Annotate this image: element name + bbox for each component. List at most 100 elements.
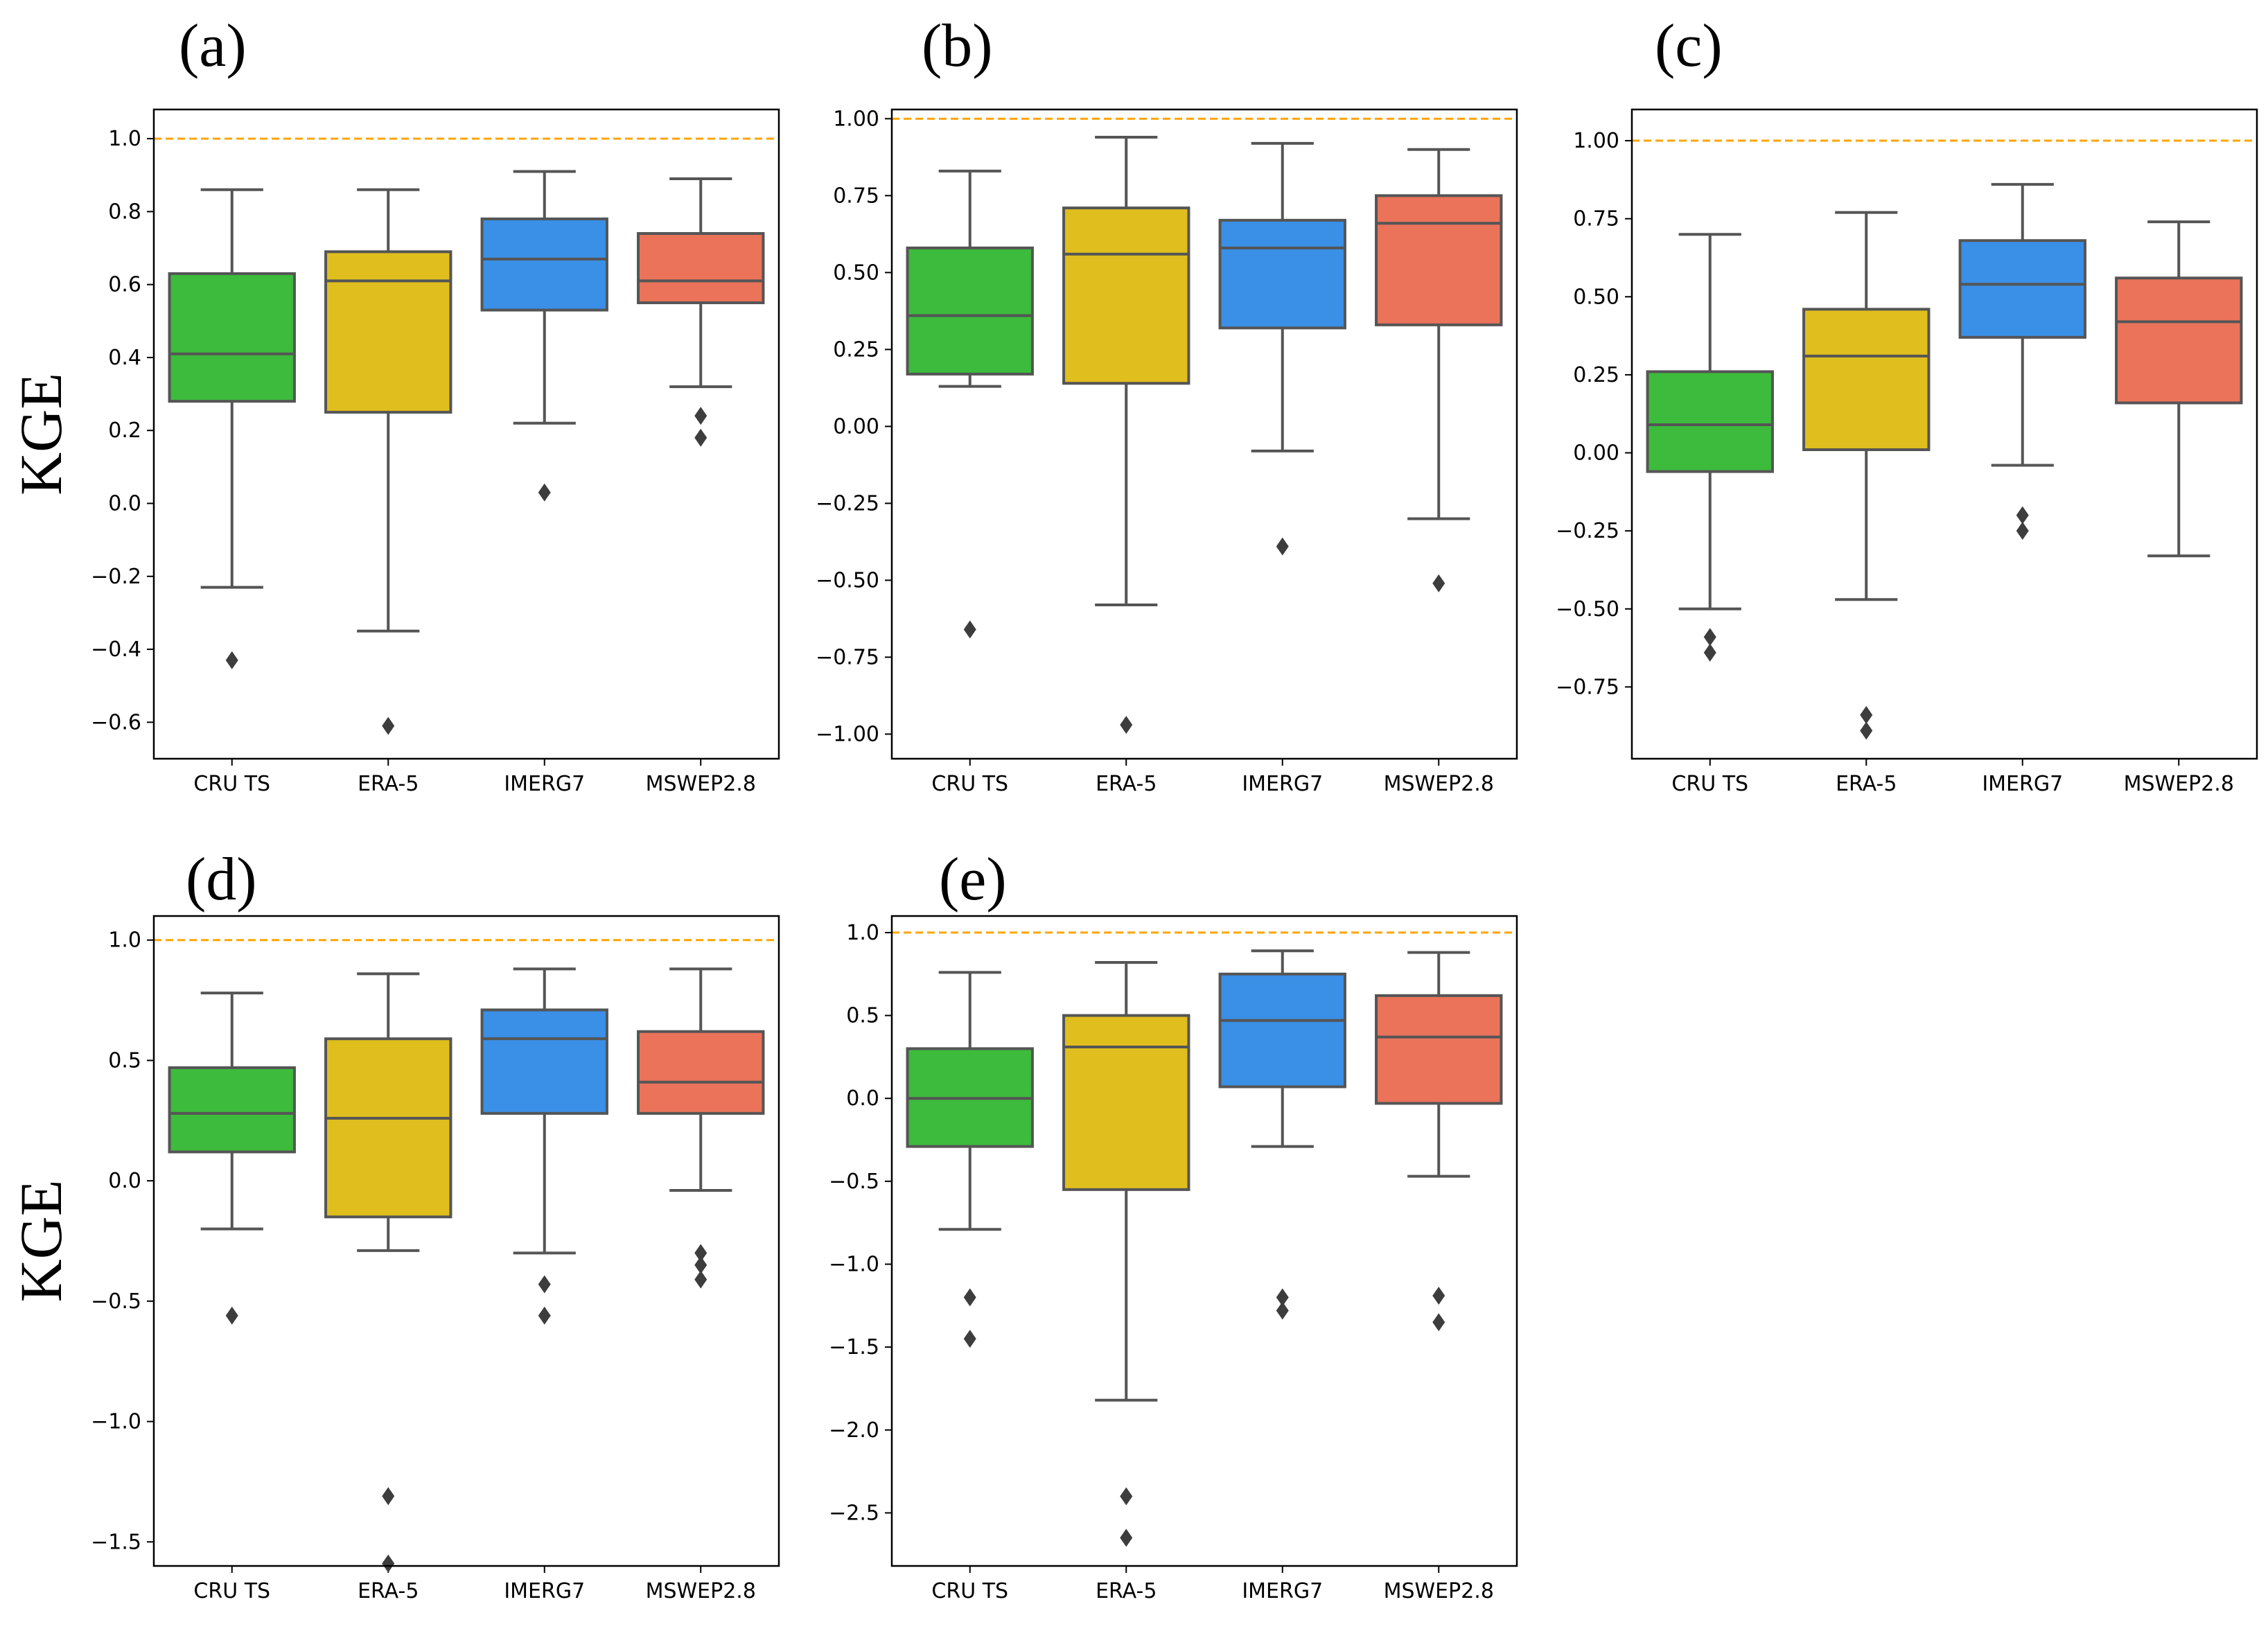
y-tick-label: 0.75 xyxy=(833,184,879,208)
panel-label: (b) xyxy=(922,12,993,80)
y-tick-label: 0.6 xyxy=(108,273,141,297)
x-tick-label: MSWEP2.8 xyxy=(646,1579,756,1603)
iqr-box xyxy=(2115,276,2243,405)
y-tick-label: −0.2 xyxy=(91,565,141,589)
iqr-box xyxy=(637,1030,765,1115)
outlier-point xyxy=(694,407,707,425)
iqr-box xyxy=(480,1008,608,1115)
y-tick-label: 0.4 xyxy=(108,346,141,370)
x-tick-label: IMERG7 xyxy=(504,1579,585,1603)
iqr-box xyxy=(1375,194,1503,326)
y-tick-label: −2.5 xyxy=(829,1501,879,1525)
y-tick-label: −1.00 xyxy=(816,722,879,746)
outlier-point xyxy=(963,620,976,639)
outlier-point xyxy=(225,1306,238,1325)
panel-b: (b) −1.00 −0.75 −0.50 −0.25 0.00 0.25 0.50 0.75 1… xyxy=(816,12,1518,796)
outlier-point xyxy=(1276,1288,1289,1307)
box-mswep2-8 xyxy=(1375,951,1503,1332)
outlier-point xyxy=(963,1330,976,1348)
outlier-point xyxy=(1276,537,1289,556)
box-cru-ts xyxy=(1646,233,1774,662)
x-tick-label: MSWEP2.8 xyxy=(1384,1579,1494,1603)
outlier-point xyxy=(1120,1487,1133,1506)
box-era-5 xyxy=(1062,135,1190,734)
outlier-point xyxy=(2016,522,2029,540)
box-mswep2-8 xyxy=(1375,148,1503,592)
box-cru-ts xyxy=(168,188,296,669)
outlier-point xyxy=(1432,1286,1445,1305)
box-mswep2-8 xyxy=(2115,220,2243,558)
box-mswep2-8 xyxy=(637,177,765,447)
axes-frame xyxy=(890,108,1518,760)
y-tick-label: −0.5 xyxy=(91,1289,141,1314)
outlier-point xyxy=(1703,643,1716,662)
outlier-point xyxy=(382,1487,395,1506)
iqr-box xyxy=(168,1066,296,1154)
x-tick-label: CRU TS xyxy=(1671,772,1748,796)
outlier-point xyxy=(538,483,551,502)
outlier-point xyxy=(382,716,395,735)
y-tick-label: 0.5 xyxy=(846,1004,879,1028)
x-tick-label: CRU TS xyxy=(931,772,1008,796)
outlier-point xyxy=(963,1288,976,1307)
iqr-box xyxy=(324,1037,452,1219)
axes-frame xyxy=(1630,108,2258,760)
y-tick-label: −0.75 xyxy=(816,645,879,669)
iqr-box xyxy=(1218,972,1346,1089)
y-tick-label: 0.25 xyxy=(1573,363,1619,387)
panel-label: (a) xyxy=(179,12,247,80)
x-tick-label: ERA-5 xyxy=(358,1579,419,1603)
panel-label: (e) xyxy=(939,846,1007,913)
axes-frame xyxy=(152,915,780,1567)
y-tick-label: 1.00 xyxy=(833,107,879,131)
outlier-point xyxy=(1703,628,1716,646)
iqr-box xyxy=(1062,206,1190,385)
outlier-point xyxy=(1432,1313,1445,1332)
iqr-box xyxy=(168,272,296,403)
panel-a: (a) KGE −0.6 −0.4 −0.2 0.0 0.2 0.4 0.6 0.8 1.0 CRU … xyxy=(8,12,780,796)
x-tick-label: IMERG7 xyxy=(504,772,585,796)
x-tick-label: CRU TS xyxy=(193,772,270,796)
y-tick-label: 0.50 xyxy=(1573,285,1619,309)
panel-c: (c) −0.75 −0.50 −0.25 0.00 0.25 0.50 0.75 1.00 CR… xyxy=(1556,12,2258,796)
y-tick-label: −0.75 xyxy=(1556,675,1619,699)
y-tick-label: 0.2 xyxy=(108,419,141,443)
y-axis-label: KGE xyxy=(8,1180,74,1303)
iqr-box xyxy=(1062,1014,1190,1191)
outlier-point xyxy=(694,1270,707,1289)
outlier-point xyxy=(694,1244,707,1262)
box-cru-ts xyxy=(906,971,1034,1348)
y-tick-label: −1.0 xyxy=(829,1253,879,1277)
x-tick-label: IMERG7 xyxy=(1242,772,1323,796)
outlier-point xyxy=(1120,1529,1133,1547)
iqr-box xyxy=(1802,308,1931,452)
x-tick-label: CRU TS xyxy=(931,1579,1008,1603)
outlier-point xyxy=(694,1256,707,1274)
box-era-5 xyxy=(1802,211,1931,740)
x-tick-label: CRU TS xyxy=(193,1579,270,1603)
outlier-point xyxy=(2016,506,2029,525)
y-tick-label: −0.50 xyxy=(816,568,879,592)
x-tick-label: ERA-5 xyxy=(1096,772,1157,796)
outlier-point xyxy=(538,1275,551,1294)
iqr-box xyxy=(906,246,1034,376)
y-tick-label: 0.0 xyxy=(108,1169,141,1193)
iqr-box xyxy=(1646,370,1774,473)
y-tick-label: 1.0 xyxy=(108,127,141,151)
x-tick-label: ERA-5 xyxy=(358,772,419,796)
iqr-box xyxy=(324,250,452,414)
y-tick-label: 1.0 xyxy=(846,921,879,945)
panel-label: (c) xyxy=(1655,12,1723,80)
outlier-point xyxy=(1120,716,1133,734)
iqr-box xyxy=(480,217,608,312)
y-tick-label: 0.0 xyxy=(846,1086,879,1111)
box-mswep2-8 xyxy=(637,967,765,1289)
x-tick-label: MSWEP2.8 xyxy=(646,772,756,796)
box-cru-ts xyxy=(906,169,1034,639)
x-tick-label: IMERG7 xyxy=(1982,772,2063,796)
y-tick-label: 0.25 xyxy=(833,337,879,362)
y-tick-label: −0.5 xyxy=(829,1170,879,1194)
y-tick-label: −0.6 xyxy=(91,710,141,734)
y-tick-label: 0.5 xyxy=(108,1048,141,1073)
y-tick-label: 0.0 xyxy=(108,492,141,516)
